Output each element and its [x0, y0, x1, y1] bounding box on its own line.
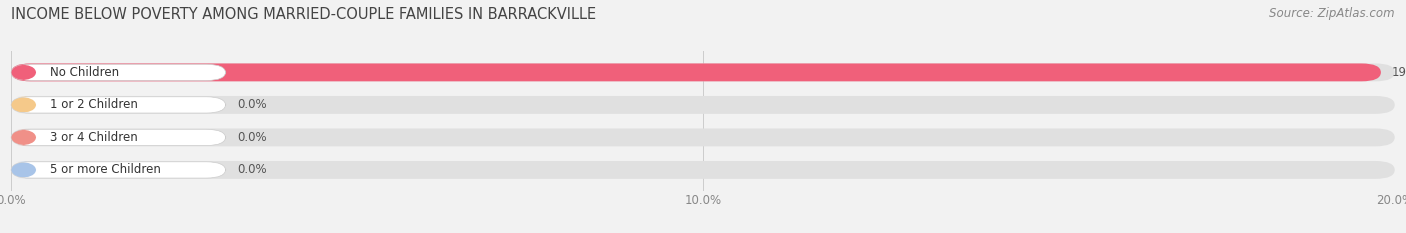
- FancyBboxPatch shape: [11, 63, 1395, 81]
- FancyBboxPatch shape: [11, 161, 1395, 179]
- Text: 0.0%: 0.0%: [236, 163, 266, 176]
- FancyBboxPatch shape: [11, 129, 37, 146]
- Text: Source: ZipAtlas.com: Source: ZipAtlas.com: [1270, 7, 1395, 20]
- FancyBboxPatch shape: [11, 162, 226, 178]
- Text: INCOME BELOW POVERTY AMONG MARRIED-COUPLE FAMILIES IN BARRACKVILLE: INCOME BELOW POVERTY AMONG MARRIED-COUPL…: [11, 7, 596, 22]
- Text: 3 or 4 Children: 3 or 4 Children: [49, 131, 138, 144]
- FancyBboxPatch shape: [11, 96, 1395, 114]
- Text: 1 or 2 Children: 1 or 2 Children: [49, 98, 138, 111]
- FancyBboxPatch shape: [11, 97, 226, 113]
- FancyBboxPatch shape: [11, 162, 37, 178]
- FancyBboxPatch shape: [11, 97, 37, 113]
- Text: 0.0%: 0.0%: [236, 131, 266, 144]
- Text: 5 or more Children: 5 or more Children: [49, 163, 160, 176]
- Text: No Children: No Children: [49, 66, 120, 79]
- FancyBboxPatch shape: [11, 129, 226, 146]
- FancyBboxPatch shape: [11, 63, 1381, 81]
- FancyBboxPatch shape: [11, 64, 226, 81]
- Text: 19.8%: 19.8%: [1392, 66, 1406, 79]
- Text: 0.0%: 0.0%: [236, 98, 266, 111]
- FancyBboxPatch shape: [11, 64, 37, 81]
- FancyBboxPatch shape: [11, 128, 1395, 146]
